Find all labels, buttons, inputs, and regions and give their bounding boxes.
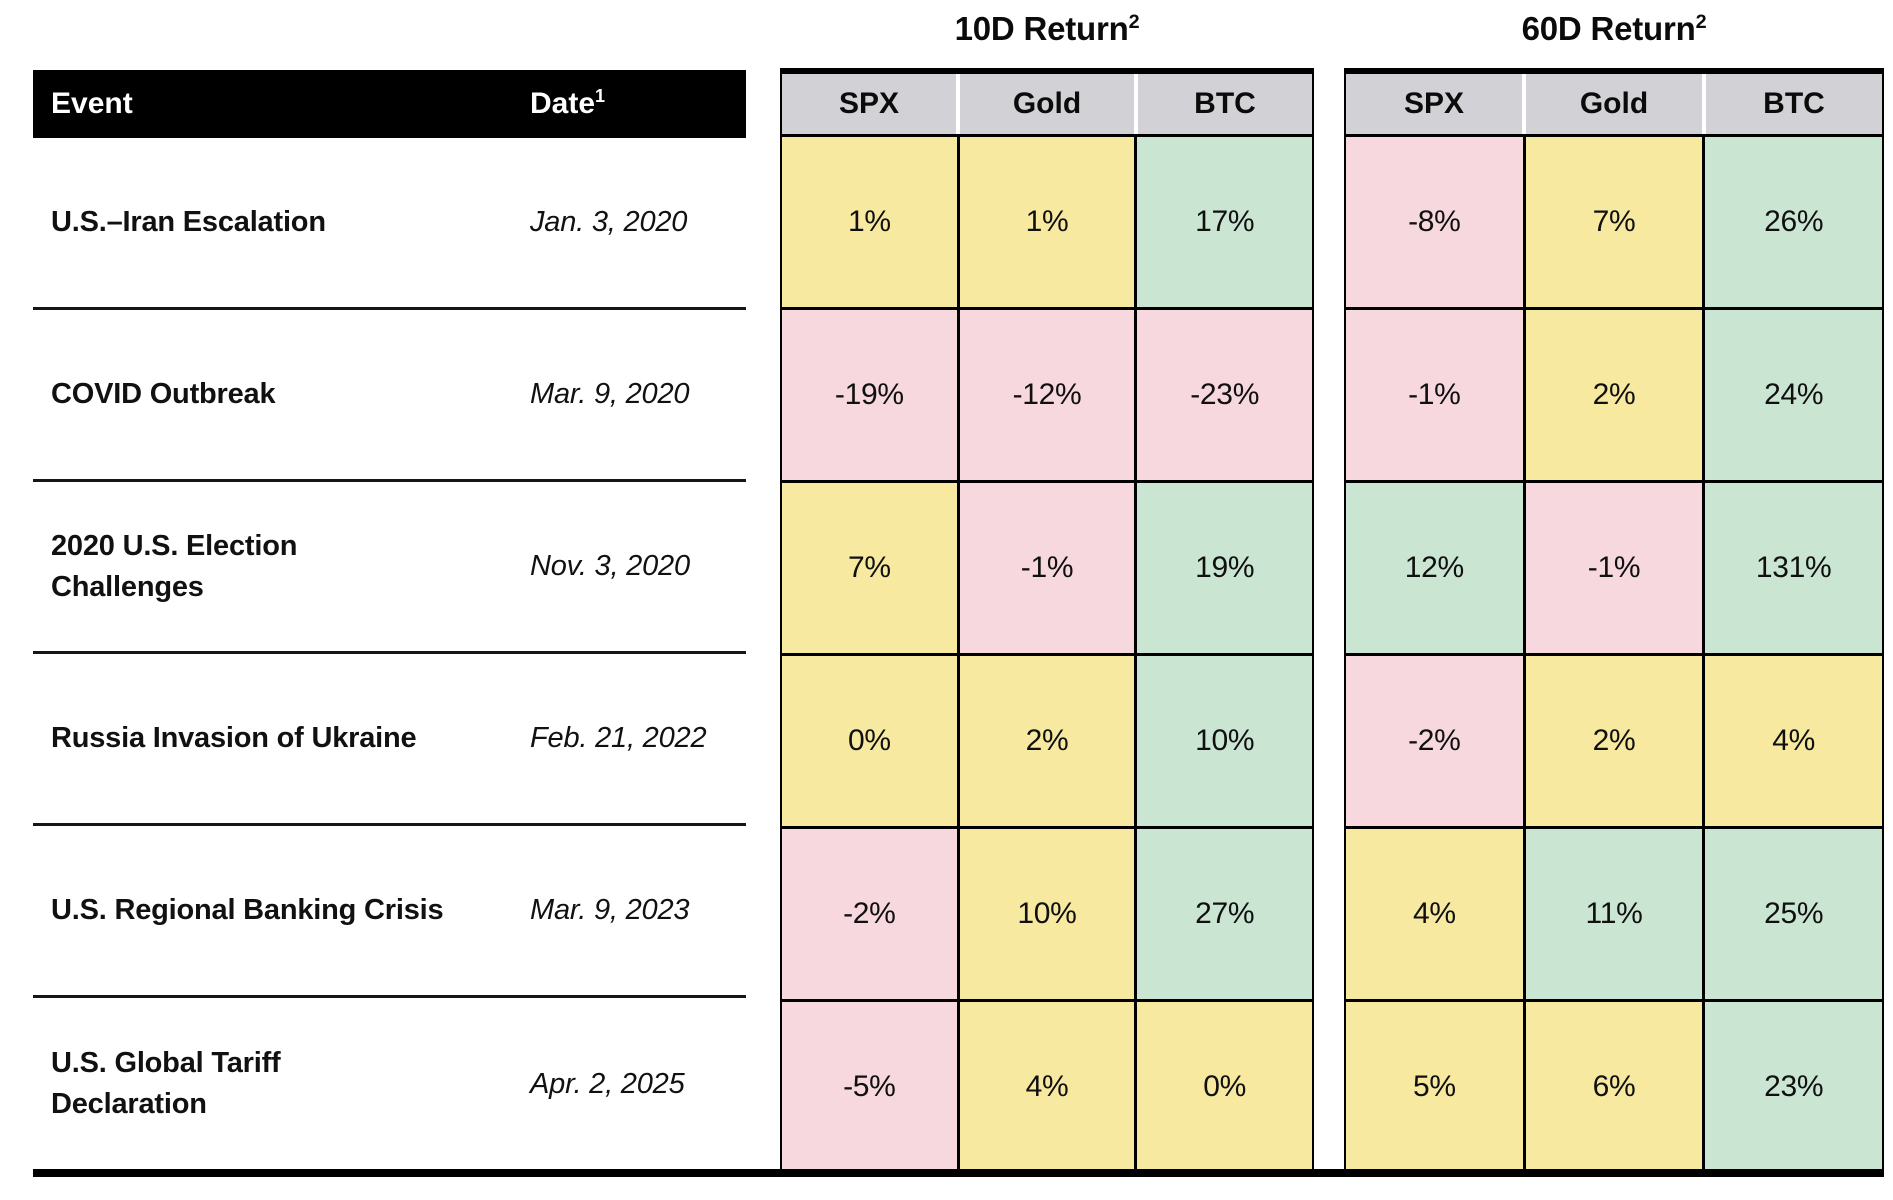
table-row-3: 2020 U.S. Election Challenges Nov. 3, 202…: [33, 482, 746, 654]
event-name: U.S. Regional Banking Crisis: [51, 894, 444, 927]
return-cell-10d-spx-row2: -19%: [782, 310, 957, 480]
return-cell-60d-spx-row2: -1%: [1346, 310, 1523, 480]
table-row-1: U.S.–Iran Escalation Jan. 3, 2020: [33, 138, 746, 310]
return-cell-10d-spx-row4: 0%: [782, 656, 957, 826]
return-cell-10d-btc-row6: 0%: [1137, 1002, 1312, 1172]
return-cell-60d-spx-row4: -2%: [1346, 656, 1523, 826]
event-date: Apr. 2, 2025: [530, 1067, 685, 1100]
return-cell-60d-btc-row6: 23%: [1705, 1002, 1882, 1172]
section-title-60d-return: 60D Return2: [1344, 10, 1884, 54]
returns-section-60d: SPX Gold BTC -8% 7% 26% -1% 2% 24% 12% -1% 131% -2% 2…: [1344, 68, 1884, 1177]
event-name: U.S. Global Tariff Declaration: [51, 1047, 281, 1120]
footnote-marker-1: 1: [595, 86, 606, 106]
date-header-text: Date: [530, 87, 596, 120]
column-header-spx: SPX: [1403, 87, 1465, 120]
title-text: 10D Return: [954, 10, 1129, 47]
return-cell-60d-spx-row1: -8%: [1346, 137, 1523, 307]
event-name: 2020 U.S. Election Challenges: [51, 529, 298, 603]
section-title-10d-return: 10D Return2: [780, 10, 1314, 54]
return-cell-10d-spx-row5: -2%: [782, 829, 957, 999]
column-header-spx: SPX: [838, 87, 900, 120]
return-cell-10d-btc-row4: 10%: [1137, 656, 1312, 826]
return-cell-60d-btc-row1: 26%: [1705, 137, 1882, 307]
return-cell-10d-spx-row6: -5%: [782, 1002, 957, 1172]
column-header-btc: BTC: [1702, 74, 1882, 134]
returns-section-10d: SPX Gold BTC 1% 1% 17% -19% -12% -23% 7% -1% 19% 0% 2…: [780, 68, 1314, 1177]
date-column-header: Date1: [530, 87, 746, 121]
table-row-4: Russia Invasion of Ukraine Feb. 21, 2022: [33, 654, 746, 826]
event-name: Russia Invasion of Ukraine: [51, 722, 417, 755]
event-name: U.S.–Iran Escalation: [51, 206, 326, 239]
return-cell-60d-gold-row5: 11%: [1525, 829, 1703, 999]
return-cell-10d-gold-row3: -1%: [959, 483, 1135, 653]
return-cell-10d-btc-row3: 19%: [1137, 483, 1312, 653]
return-cell-60d-btc-row2: 24%: [1705, 310, 1882, 480]
return-cell-60d-gold-row4: 2%: [1525, 656, 1703, 826]
title-text: 60D Return: [1521, 10, 1696, 47]
return-cell-10d-gold-row5: 10%: [959, 829, 1135, 999]
return-cell-60d-gold-row6: 6%: [1525, 1002, 1703, 1172]
return-cell-10d-spx-row1: 1%: [782, 137, 957, 307]
return-cell-10d-btc-row2: -23%: [1137, 310, 1312, 480]
table-bottom-border: [33, 1169, 1884, 1177]
event-column-header: Event: [51, 87, 133, 120]
return-cell-60d-btc-row3: 131%: [1705, 483, 1882, 653]
event-date: Jan. 3, 2020: [530, 206, 688, 238]
return-cell-10d-spx-row3: 7%: [782, 483, 957, 653]
footnote-marker-2: 2: [1695, 11, 1707, 33]
column-header-gold: Gold: [1522, 74, 1702, 134]
table-row-6: U.S. Global Tariff Declaration Apr. 2, 20…: [33, 998, 746, 1170]
table-row-5: U.S. Regional Banking Crisis Mar. 9, 2023: [33, 826, 746, 998]
return-cell-60d-gold-row2: 2%: [1525, 310, 1703, 480]
return-cell-60d-gold-row3: -1%: [1525, 483, 1703, 653]
event-date: Nov. 3, 2020: [530, 550, 690, 582]
event-rows: U.S.–Iran Escalation Jan. 3, 2020 COVID Ou…: [33, 138, 746, 1170]
column-header-btc: BTC: [1134, 74, 1312, 134]
return-cell-60d-spx-row5: 4%: [1346, 829, 1523, 999]
return-cell-10d-gold-row1: 1%: [959, 137, 1135, 307]
return-cell-60d-btc-row5: 25%: [1705, 829, 1882, 999]
event-date: Mar. 9, 2023: [530, 894, 690, 926]
event-name: COVID Outbreak: [51, 378, 276, 411]
event-date: Mar. 9, 2020: [530, 378, 690, 410]
return-cell-60d-spx-row6: 5%: [1346, 1002, 1523, 1172]
return-cell-10d-gold-row2: -12%: [959, 310, 1135, 480]
column-header-gold: Gold: [956, 74, 1134, 134]
return-cell-60d-btc-row4: 4%: [1705, 656, 1882, 826]
return-cell-10d-gold-row4: 2%: [959, 656, 1135, 826]
return-cell-60d-spx-row3: 12%: [1346, 483, 1523, 653]
asset-header-row-10d: SPX Gold BTC: [782, 74, 1312, 134]
table-row-2: COVID Outbreak Mar. 9, 2020: [33, 310, 746, 482]
return-cell-10d-gold-row6: 4%: [959, 1002, 1135, 1172]
return-cell-10d-btc-row5: 27%: [1137, 829, 1312, 999]
event-date-table: Event Date1 U.S.–Iran Escalation Jan. 3, …: [33, 70, 746, 1170]
return-cell-10d-btc-row1: 17%: [1137, 137, 1312, 307]
asset-header-row-60d: SPX Gold BTC: [1346, 74, 1882, 134]
event-date-header-bar: Event Date1: [33, 70, 746, 138]
return-cell-60d-gold-row1: 7%: [1525, 137, 1703, 307]
event-date: Feb. 21, 2022: [530, 722, 707, 754]
footnote-marker-2: 2: [1128, 11, 1140, 33]
